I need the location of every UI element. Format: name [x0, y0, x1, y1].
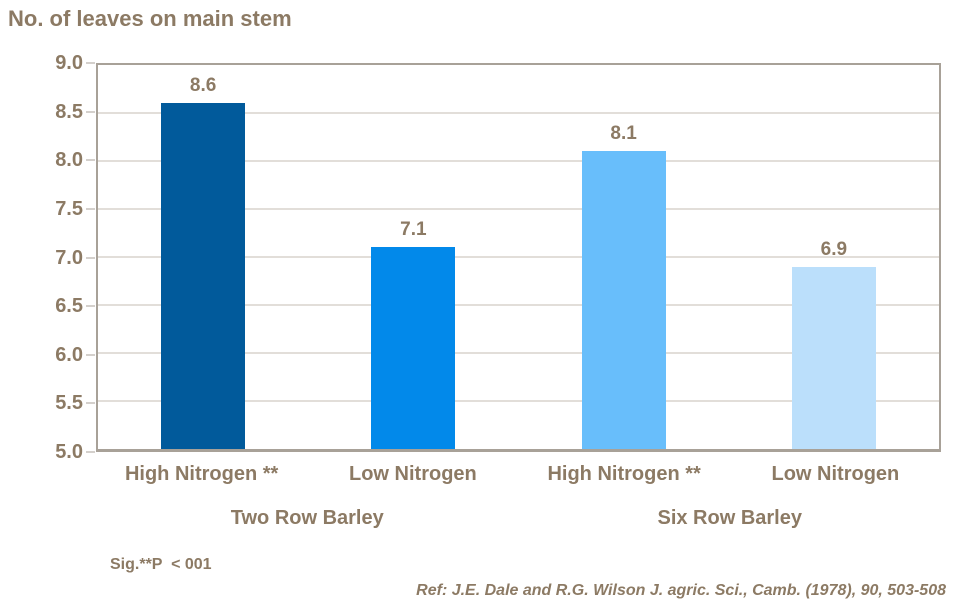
bar-value-label: 8.6 [189, 75, 217, 97]
y-axis-label-8-0: 8.0 [55, 149, 83, 172]
y-axis-tick [86, 62, 95, 64]
gridline [98, 304, 939, 306]
y-axis-tick [86, 257, 95, 258]
y-axis-label-7-5: 7.5 [55, 197, 83, 220]
group-label-two-row-barley: Two Row Barley [230, 507, 384, 529]
bar-two-row-barley-high-nitrogen [161, 103, 246, 449]
gridline [98, 352, 939, 354]
y-axis-tick [86, 111, 95, 113]
y-axis-label-6-0: 6.0 [55, 343, 83, 366]
bar-column: 8.1 [519, 65, 729, 449]
y-axis-label-5-0: 5.0 [55, 441, 83, 463]
y-axis-label-7-0: 7.0 [55, 246, 83, 269]
y-axis-tick [86, 451, 95, 453]
bar-two-row-barley-low-nitrogen [371, 247, 456, 449]
y-axis-label-9-0: 9.0 [55, 52, 83, 74]
plot-wrap: 8.6 7.1 8.1 6.9 9.0 8.5 8.0 7.5 7.0 6.5 6.0 5.5 5.0 [55, 53, 941, 462]
gridline [98, 208, 939, 210]
y-axis-tick [86, 159, 95, 161]
plot-area: 8.6 7.1 8.1 6.9 [96, 63, 941, 452]
bar-value-label: 7.1 [400, 219, 427, 241]
x-axis-group-labels: Two Row Barley Six Row Barley [96, 507, 941, 530]
bar-value-label: 8.1 [610, 123, 637, 145]
gridline [98, 112, 939, 114]
y-axis-label-8-5: 8.5 [55, 100, 83, 123]
y-axis-tick [86, 305, 95, 307]
bar-six-row-barley-high-nitrogen [581, 151, 666, 449]
x-axis-label-high-nitrogen-3: High Nitrogen ** [547, 463, 701, 485]
y-axis-tick [86, 208, 95, 210]
significance-footnote: Sig.**P < 001 [110, 556, 212, 573]
y-axis-label-6-5: 6.5 [55, 295, 83, 318]
chart-title: No. of leaves on main stem [8, 6, 292, 31]
bar-column: 7.1 [308, 65, 518, 449]
x-axis-label-low-nitrogen-2: Low Nitrogen [348, 463, 477, 485]
bar-six-row-barley-low-nitrogen [791, 266, 876, 449]
bar-column: 6.9 [729, 65, 939, 449]
x-axis-label-low-nitrogen-4: Low Nitrogen [771, 463, 900, 485]
reference-citation: Ref: J.E. Dale and R.G. Wilson J. agric.… [416, 582, 946, 599]
gridline [98, 160, 939, 162]
y-axis-tick [86, 402, 95, 404]
group-label-six-row-barley: Six Row Barley [657, 507, 802, 529]
gridline [98, 400, 939, 402]
x-axis-label-high-nitrogen-1: High Nitrogen ** [124, 463, 279, 485]
gridline [98, 256, 939, 258]
y-axis-tick [86, 354, 95, 356]
x-axis-labels: High Nitrogen ** Low Nitrogen High Nitroge… [96, 463, 941, 486]
y-axis-label-5-5: 5.5 [55, 392, 83, 415]
bar-column: 8.6 [98, 65, 308, 449]
bar-value-label: 6.9 [820, 238, 848, 260]
